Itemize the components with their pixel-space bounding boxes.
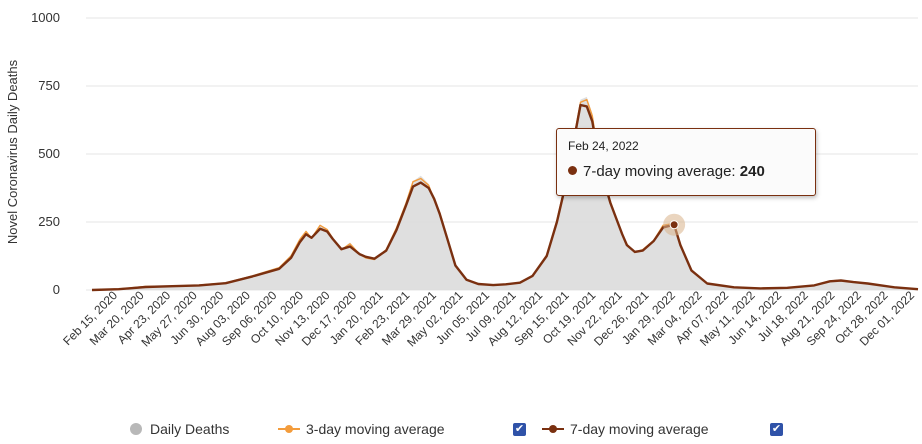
- y-tick-label: 1000: [31, 10, 60, 25]
- legend-item-7-day-average[interactable]: 7-day moving average: [542, 421, 709, 437]
- tooltip-date: Feb 24, 2022: [568, 139, 639, 153]
- y-axis-ticks: 0 250 500 750 1000: [31, 10, 60, 297]
- y-tick-label: 500: [38, 146, 60, 161]
- y-tick-label: 750: [38, 78, 60, 93]
- legend-line-icon: [542, 423, 564, 435]
- highlight-point: [669, 220, 679, 230]
- tooltip: Feb 24, 2022 7-day moving average: 240: [556, 128, 816, 196]
- legend-item-daily-deaths[interactable]: Daily Deaths: [130, 421, 229, 437]
- legend-label: 3-day moving average: [306, 421, 445, 437]
- tooltip-series-dot: [568, 166, 577, 175]
- legend-label: Daily Deaths: [150, 421, 230, 437]
- legend-label: 7-day moving average: [570, 421, 709, 437]
- y-tick-label: 0: [53, 282, 60, 297]
- checkbox-7-day-average[interactable]: ✔: [770, 423, 783, 436]
- legend-item-3-day-average[interactable]: 3-day moving average: [278, 421, 445, 437]
- checkbox-3-day-average[interactable]: ✔: [513, 423, 526, 436]
- legend: Daily Deaths 3-day moving average ✔ 7-da…: [0, 418, 922, 442]
- highlight-marker: [663, 213, 686, 236]
- tooltip-series-label: 7-day moving average:: [583, 163, 736, 180]
- legend-circle-icon: [130, 423, 142, 435]
- y-tick-label: 250: [38, 214, 60, 229]
- series-line-7-day-moving-average: [91, 103, 919, 292]
- legend-line-icon: [278, 423, 300, 435]
- checkmark-icon: ✔: [771, 423, 782, 435]
- tooltip-value: 240: [739, 163, 765, 180]
- y-axis-label: Novel Coronavirus Daily Deaths: [5, 59, 20, 244]
- series-layer: [91, 96, 919, 292]
- tooltip-row: 7-day moving average: 240: [568, 163, 765, 180]
- chart: 0 250 500 750 1000 Novel Coronavirus Daily D…: [5, 10, 919, 350]
- checkmark-icon: ✔: [514, 423, 525, 435]
